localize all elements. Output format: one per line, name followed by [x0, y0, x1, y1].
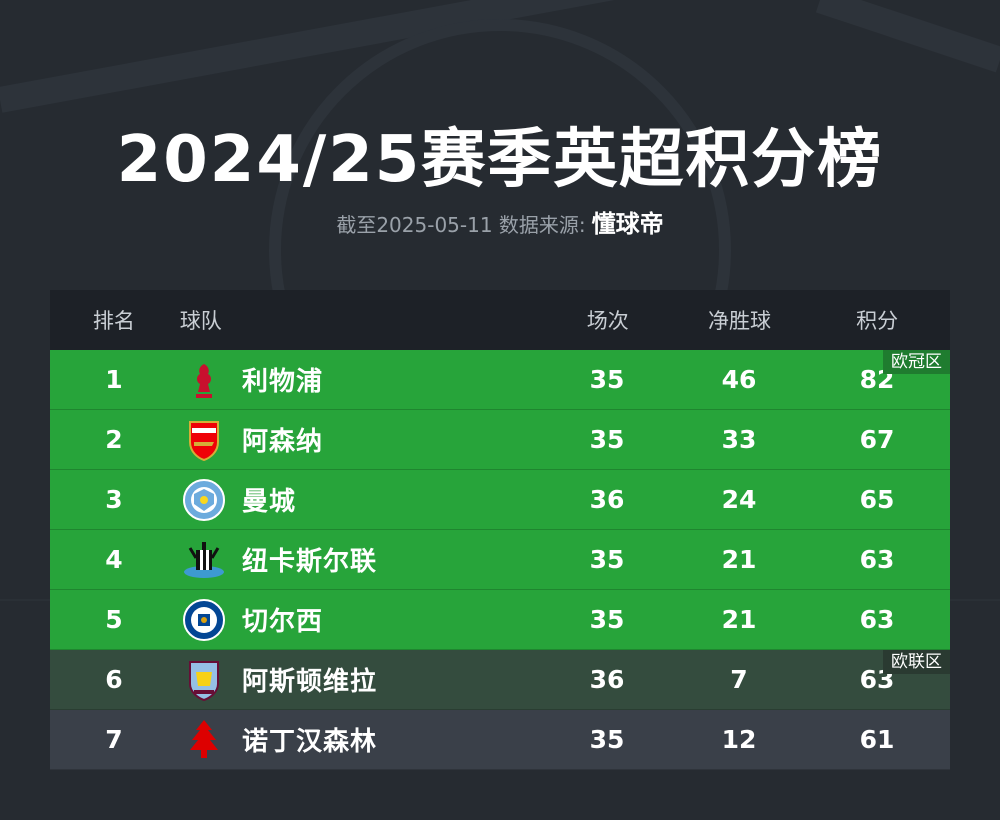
goal-diff: 12 [721, 725, 757, 754]
points: 61 [859, 725, 895, 754]
table-row[interactable]: 欧联区 6 阿斯顿维拉 36 7 63 [50, 650, 950, 710]
team-name: 阿斯顿维拉 [242, 667, 378, 697]
aston-villa-crest-icon [189, 660, 219, 701]
team-cell: 诺丁汉森林 [178, 718, 540, 762]
chelsea-crest-icon [183, 598, 225, 641]
played: 35 [589, 605, 625, 634]
table-row[interactable]: 5 切尔西 35 21 63 [50, 590, 950, 650]
goal-diff: 24 [721, 485, 757, 514]
played: 35 [589, 725, 625, 754]
rank: 1 [105, 365, 123, 394]
points: 65 [859, 485, 895, 514]
table-header: 排名 球队 场次 净胜球 积分 [50, 290, 950, 350]
team-name: 阿森纳 [242, 427, 324, 457]
goal-diff: 21 [721, 605, 757, 634]
team-cell: 阿森纳 [178, 418, 540, 462]
page-subtitle: 截至2025-05-11 数据来源: 懂球帝 [0, 204, 1000, 239]
zone-tag-champions-league: 欧冠区 [883, 350, 950, 374]
team-cell: 阿斯顿维拉 [178, 658, 540, 702]
subtitle-date-source: 截至2025-05-11 数据来源: [336, 213, 586, 237]
points: 63 [859, 545, 895, 574]
goal-diff: 46 [721, 365, 757, 394]
points: 67 [859, 425, 895, 454]
team-name: 利物浦 [242, 367, 324, 397]
column-header-played: 场次 [586, 309, 629, 333]
column-header-team: 球队 [179, 309, 222, 333]
team-name: 诺丁汉森林 [242, 727, 378, 757]
rank: 2 [105, 425, 123, 454]
rank: 6 [105, 665, 123, 694]
team-cell: 切尔西 [178, 598, 540, 642]
goal-diff: 33 [721, 425, 757, 454]
column-header-rank: 排名 [92, 309, 135, 333]
played: 36 [589, 665, 625, 694]
table-row[interactable]: 4 纽卡斯尔联 35 21 63 [50, 530, 950, 590]
team-cell: 纽卡斯尔联 [178, 538, 540, 582]
newcastle-crest-icon [184, 541, 224, 578]
points: 63 [859, 605, 895, 634]
goal-diff: 7 [730, 665, 748, 694]
source-brand: 懂球帝 [591, 210, 664, 238]
team-name: 纽卡斯尔联 [242, 547, 378, 577]
played: 35 [589, 365, 625, 394]
table-row[interactable]: 7 诺丁汉森林 35 12 61 [50, 710, 950, 770]
table-row[interactable]: 3 曼城 36 24 65 [50, 470, 950, 530]
standings-table: 排名 球队 场次 净胜球 积分 欧冠区 1 利物浦 35 46 82 2 阿森纳 [50, 290, 950, 770]
team-cell: 利物浦 [178, 358, 540, 402]
played: 35 [589, 545, 625, 574]
column-header-points: 积分 [856, 309, 899, 333]
table-row[interactable]: 2 阿森纳 35 33 67 [50, 410, 950, 470]
liverpool-crest-icon [196, 363, 212, 398]
nottingham-forest-crest-icon [190, 719, 218, 758]
manchester-city-crest-icon [183, 478, 225, 521]
played: 35 [589, 425, 625, 454]
column-header-goal-diff: 净胜球 [707, 309, 771, 333]
rank: 3 [105, 485, 123, 514]
table-row[interactable]: 欧冠区 1 利物浦 35 46 82 [50, 350, 950, 410]
team-name: 曼城 [242, 487, 297, 517]
arsenal-crest-icon [189, 420, 219, 461]
rank: 5 [105, 605, 123, 634]
played: 36 [589, 485, 625, 514]
team-cell: 曼城 [178, 478, 540, 522]
goal-diff: 21 [721, 545, 757, 574]
team-name: 切尔西 [242, 607, 324, 637]
zone-tag-europa-league: 欧联区 [883, 650, 950, 674]
rank: 4 [105, 545, 123, 574]
page-title: 2024/25赛季英超积分榜 [116, 123, 884, 197]
rank: 7 [105, 725, 123, 754]
